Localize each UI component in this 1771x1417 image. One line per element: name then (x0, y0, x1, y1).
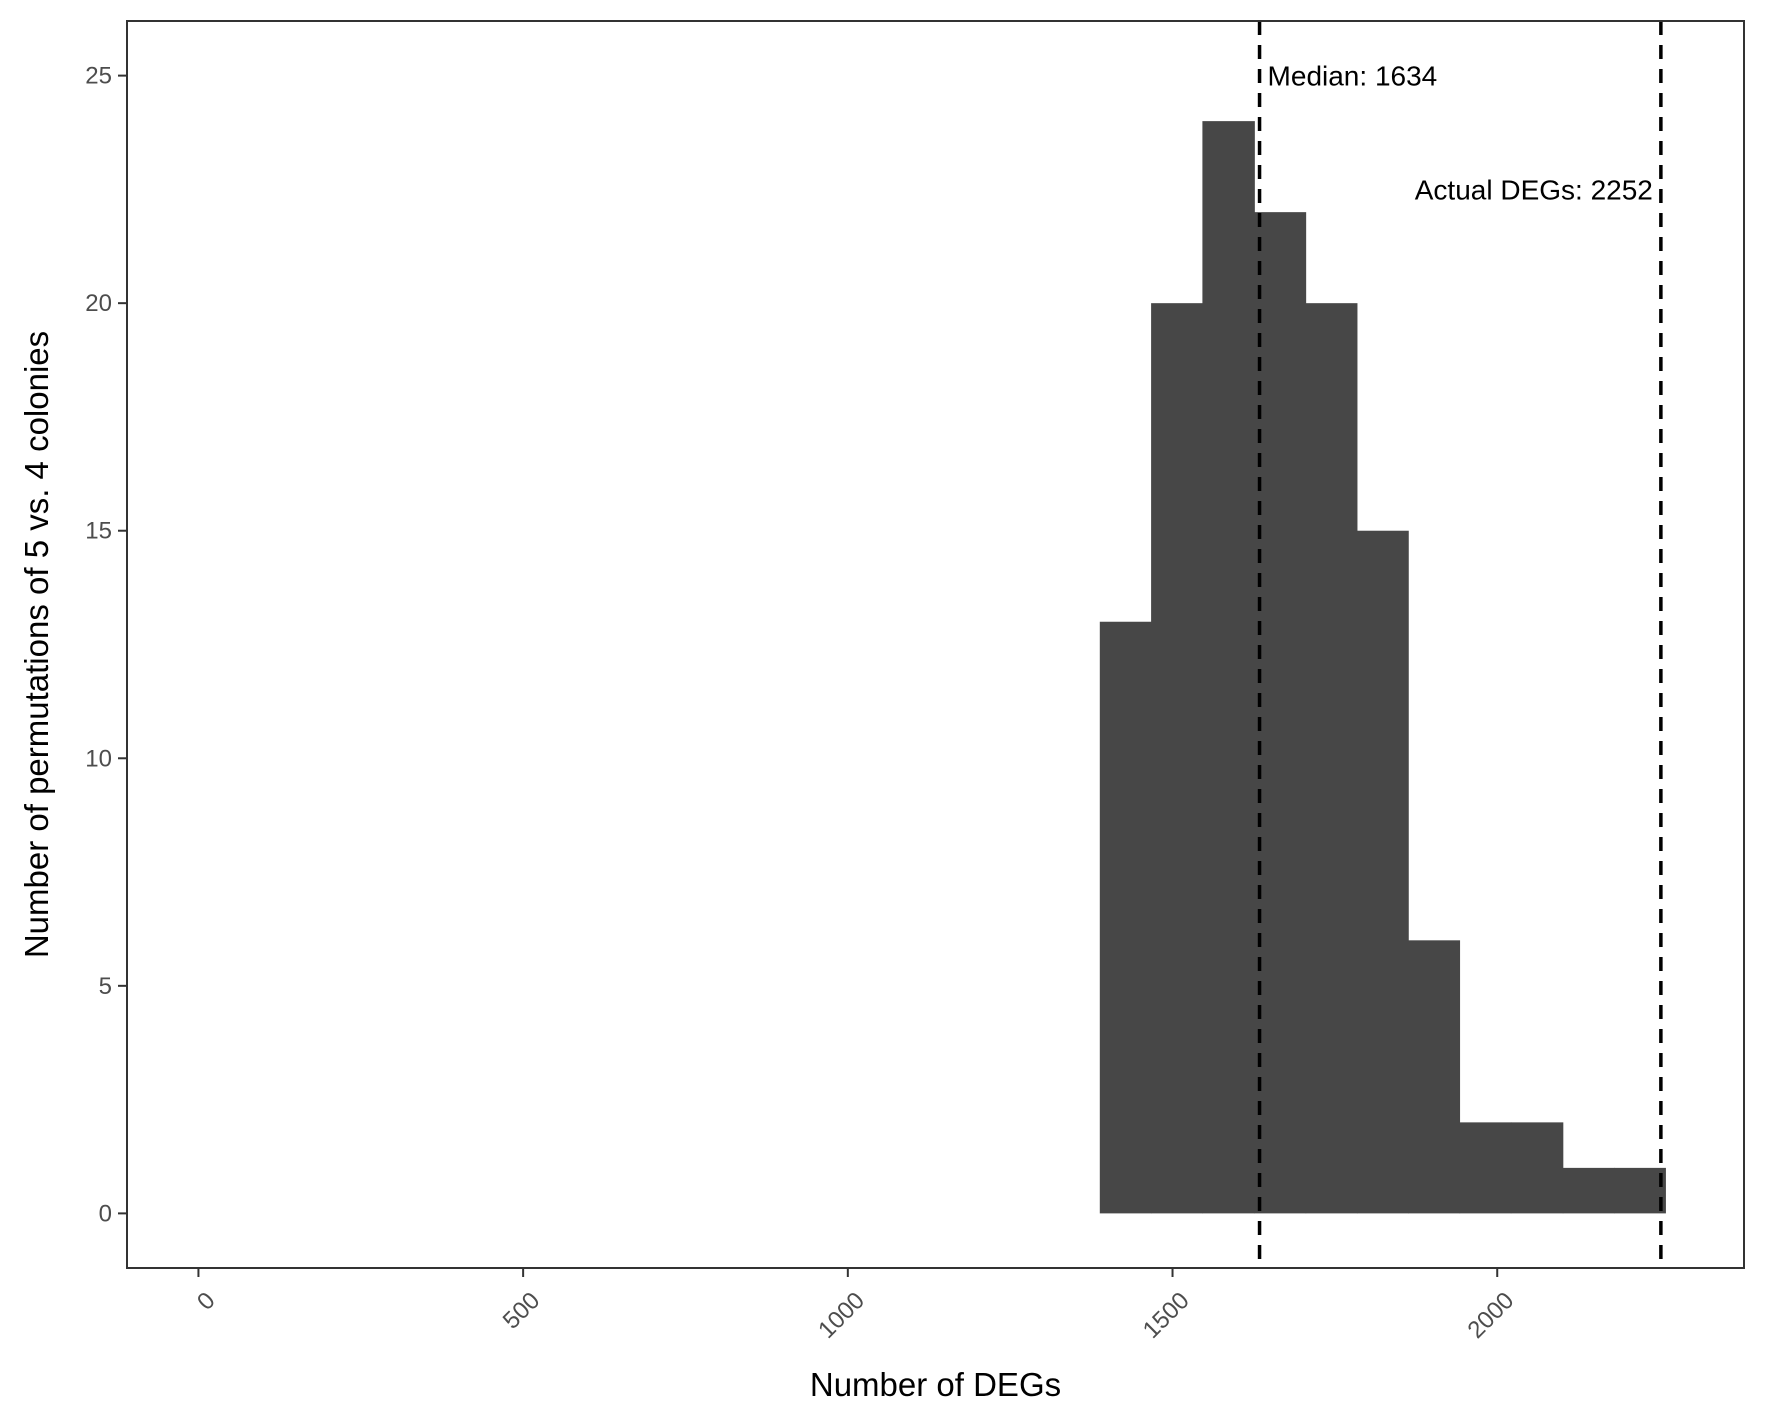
histogram-bars (1099, 121, 1666, 1214)
x-axis-title: Number of DEGs (810, 1366, 1061, 1403)
histogram-bar (1408, 940, 1461, 1214)
histogram-bar (1614, 1167, 1666, 1214)
y-tick-label: 15 (85, 518, 112, 545)
histogram-bar (1151, 303, 1203, 1214)
y-tick-label: 20 (85, 290, 112, 317)
y-tick-label: 5 (99, 973, 112, 1000)
y-tick-label: 25 (85, 63, 112, 90)
histogram-bar (1510, 1122, 1564, 1214)
plot-panel-border (126, 20, 1745, 1269)
y-axis: 0 5 10 15 20 25 (85, 63, 127, 1227)
histogram-bar (1562, 1167, 1615, 1214)
y-tick-label: 0 (99, 1200, 112, 1227)
histogram-bar (1459, 1122, 1512, 1214)
histogram-bar (1356, 530, 1409, 1214)
reference-line-label: Actual DEGs: 2252 (1415, 174, 1653, 205)
histogram-bar (1305, 303, 1358, 1214)
histogram-bar (1099, 621, 1152, 1214)
histogram-bar (1254, 212, 1307, 1214)
reference-lines: Median: 1634 Actual DEGs: 2252 (1257, 21, 1663, 1268)
y-axis-title: Number of permutations of 5 vs. 4 coloni… (18, 331, 55, 958)
reference-line-label: Median: 1634 (1268, 61, 1438, 92)
histogram-bar (1202, 121, 1255, 1214)
y-tick-label: 10 (85, 745, 112, 772)
